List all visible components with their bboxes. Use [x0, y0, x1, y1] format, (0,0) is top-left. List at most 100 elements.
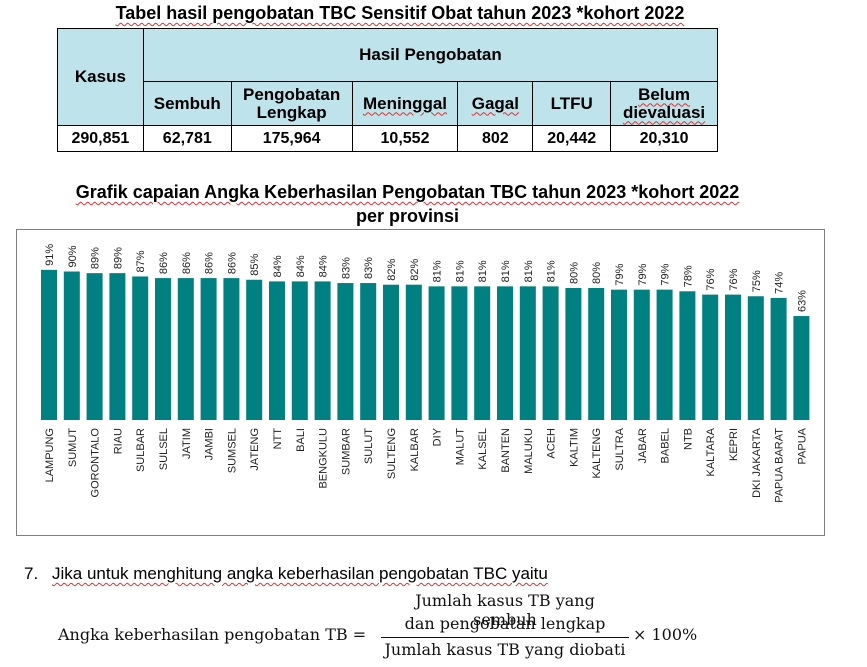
- category-label: KALTIM: [568, 428, 580, 467]
- data-label: 74%: [774, 272, 786, 294]
- bar-sulteng: [383, 284, 399, 420]
- category-label: JABAR: [637, 428, 649, 464]
- data-label: 81%: [454, 260, 466, 282]
- category-label: SULTRA: [614, 427, 626, 470]
- category-label: KEPRI: [728, 428, 740, 461]
- data-label: 81%: [523, 260, 535, 282]
- chart-title: Grafik capaian Angka Keberhasilan Pengob…: [0, 180, 815, 228]
- formula-multiplier: × 100%: [633, 625, 698, 644]
- bar-bali: [291, 281, 308, 420]
- data-label: 83%: [363, 257, 375, 279]
- cell-lengkap: 175,964: [230, 125, 353, 152]
- category-label: LAMPUNG: [44, 428, 56, 482]
- chart-title-line1: Grafik capaian Angka Keberhasilan Pengob…: [75, 182, 740, 202]
- category-label: JATIM: [181, 428, 193, 459]
- bar-malut: [451, 286, 468, 420]
- header-gagal: Gagal: [457, 81, 534, 126]
- data-label: 81%: [500, 260, 512, 282]
- category-label: MALUT: [454, 428, 466, 466]
- data-label: 84%: [272, 255, 284, 277]
- data-label: 76%: [705, 268, 717, 290]
- category-label: ACEH: [546, 428, 558, 459]
- data-label: 80%: [591, 262, 603, 284]
- cell-ltfu: 20,442: [532, 125, 612, 152]
- formula-label: Angka keberhasilan pengobatan TB =: [58, 625, 367, 644]
- cell-kasus: 290,851: [57, 125, 144, 152]
- category-label: KALTENG: [591, 428, 603, 479]
- data-label: 86%: [158, 252, 170, 274]
- fraction-bar: [381, 637, 629, 638]
- category-label: SULBAR: [135, 428, 147, 472]
- chart-frame: 91% LAMPUNG 90% SUMUT 89% GORONTALO 89% RIAU 87%…: [16, 229, 825, 536]
- data-label: 91%: [44, 244, 56, 266]
- bar-bengkulu: [314, 281, 331, 420]
- data-label: 84%: [295, 255, 307, 277]
- bar-gorontalo: [86, 273, 103, 420]
- bar-jateng: [246, 279, 263, 420]
- bar-sumsel: [223, 278, 240, 420]
- data-label: 76%: [728, 268, 740, 290]
- data-label: 81%: [546, 260, 558, 282]
- category-label: NTB: [682, 428, 694, 450]
- bar-kepri: [725, 294, 741, 420]
- bar-papua-barat: [770, 297, 787, 420]
- category-label: SULSEL: [158, 428, 170, 470]
- category-label: MALUKU: [523, 428, 535, 474]
- header-ltfu: LTFU: [532, 81, 612, 126]
- data-label: 86%: [181, 252, 193, 274]
- bar-riau: [109, 273, 126, 420]
- formula-numerator-line2: dan pengobatan lengkap: [404, 614, 606, 633]
- category-label: KALSEL: [477, 428, 489, 470]
- bar-babel: [656, 289, 673, 420]
- data-label: 86%: [204, 252, 216, 274]
- bar-kalteng: [588, 288, 605, 420]
- category-label: KALTARA: [705, 427, 717, 476]
- data-label: 82%: [409, 258, 421, 280]
- bar-papua: [793, 316, 810, 420]
- treatment-results-table: Kasus Hasil Pengobatan Sembuh Pengobatan…: [57, 28, 719, 152]
- bar-jambi: [200, 278, 217, 420]
- data-label: 63%: [796, 290, 808, 312]
- category-label: BENGKULU: [318, 428, 330, 489]
- data-label: 89%: [112, 247, 124, 269]
- category-label: DIY: [432, 427, 444, 446]
- category-label: NTT: [272, 428, 284, 450]
- category-label: SUMSEL: [226, 428, 238, 473]
- category-label: RIAU: [112, 428, 124, 454]
- data-label: 79%: [660, 263, 672, 285]
- bar-banten: [497, 286, 513, 420]
- category-label: JATENG: [249, 428, 261, 471]
- question-number: 7.: [24, 564, 39, 583]
- category-label: JAMBI: [204, 428, 216, 460]
- bar-diy: [428, 286, 445, 420]
- bar-sulut: [360, 283, 377, 420]
- category-label: BANTEN: [500, 428, 512, 473]
- bar-jabar: [633, 289, 650, 420]
- data-label: 82%: [386, 258, 398, 280]
- category-label: DKI JAKARTA: [751, 427, 763, 498]
- category-label: PAPUA: [796, 427, 808, 464]
- bar-sulbar: [132, 276, 149, 420]
- formula-denominator: Jumlah kasus TB yang diobati: [384, 640, 626, 659]
- cell-gagal: 802: [457, 125, 534, 152]
- category-label: BABEL: [660, 428, 672, 463]
- bar-jatim: [177, 278, 194, 420]
- header-meninggal: Meninggal: [351, 81, 459, 126]
- data-label: 85%: [249, 254, 261, 276]
- category-label: KALBAR: [409, 428, 421, 471]
- formula-numerator-line1: Jumlah kasus TB yang sembuh: [415, 591, 595, 629]
- bar-kaltara: [702, 294, 719, 420]
- bar-sulsel: [155, 278, 171, 420]
- bar-maluku: [519, 286, 536, 420]
- category-label: GORONTALO: [90, 428, 102, 498]
- data-label: 79%: [614, 263, 626, 285]
- header-belum-dievaluasi: Belum dievaluasi: [610, 81, 718, 126]
- bar-kalbar: [405, 284, 422, 420]
- category-label: PAPUA BARAT: [774, 428, 786, 503]
- data-label: 86%: [226, 252, 238, 274]
- bar-lampung: [41, 269, 57, 420]
- category-label: SUMUT: [67, 428, 79, 467]
- category-label: BALI: [295, 428, 307, 452]
- header-kasus: Kasus: [57, 28, 144, 126]
- question-text: Jika untuk menghitung angka keberhasilan…: [52, 564, 548, 583]
